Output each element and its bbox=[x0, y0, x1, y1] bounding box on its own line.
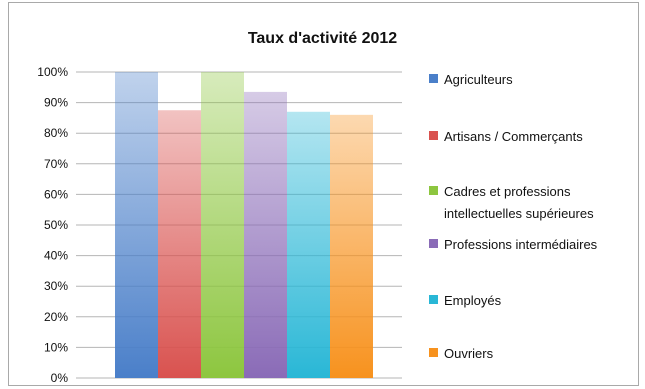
bar-4 bbox=[287, 111, 330, 378]
legend-label: Ouvriers bbox=[444, 346, 494, 361]
y-tick-label: 80% bbox=[44, 126, 68, 140]
legend-label: intellectuelles supérieures bbox=[444, 206, 594, 221]
bar-3 bbox=[244, 91, 287, 378]
legend-label: Employés bbox=[444, 293, 502, 308]
legend-swatch bbox=[429, 186, 438, 195]
y-tick-label: 10% bbox=[44, 340, 68, 354]
bar-1 bbox=[158, 110, 201, 378]
y-tick-label: 60% bbox=[44, 187, 68, 201]
bar-5 bbox=[330, 114, 373, 378]
y-tick-label: 40% bbox=[44, 249, 68, 263]
y-tick-label: 90% bbox=[44, 96, 68, 110]
y-tick-label: 30% bbox=[44, 279, 68, 293]
legend-label: Artisans / Commerçants bbox=[444, 129, 583, 144]
y-tick-label: 100% bbox=[37, 65, 68, 79]
legend-swatch bbox=[429, 295, 438, 304]
chart-title: Taux d'activité 2012 bbox=[247, 30, 398, 47]
y-tick-label: 0% bbox=[51, 371, 69, 385]
y-tick-label: 20% bbox=[44, 310, 68, 324]
legend-label: Agriculteurs bbox=[444, 72, 513, 87]
legend-label: Cadres et professions bbox=[444, 184, 571, 199]
y-tick-label: 50% bbox=[44, 218, 68, 232]
bar-0 bbox=[115, 72, 158, 378]
legend-swatch bbox=[429, 131, 438, 140]
legend-swatch bbox=[429, 239, 438, 248]
y-tick-label: 70% bbox=[44, 157, 68, 171]
legend-swatch bbox=[429, 348, 438, 357]
legend-label: Professions intermédiaires bbox=[444, 237, 598, 252]
bar-2 bbox=[201, 72, 244, 378]
legend-swatch bbox=[429, 74, 438, 83]
